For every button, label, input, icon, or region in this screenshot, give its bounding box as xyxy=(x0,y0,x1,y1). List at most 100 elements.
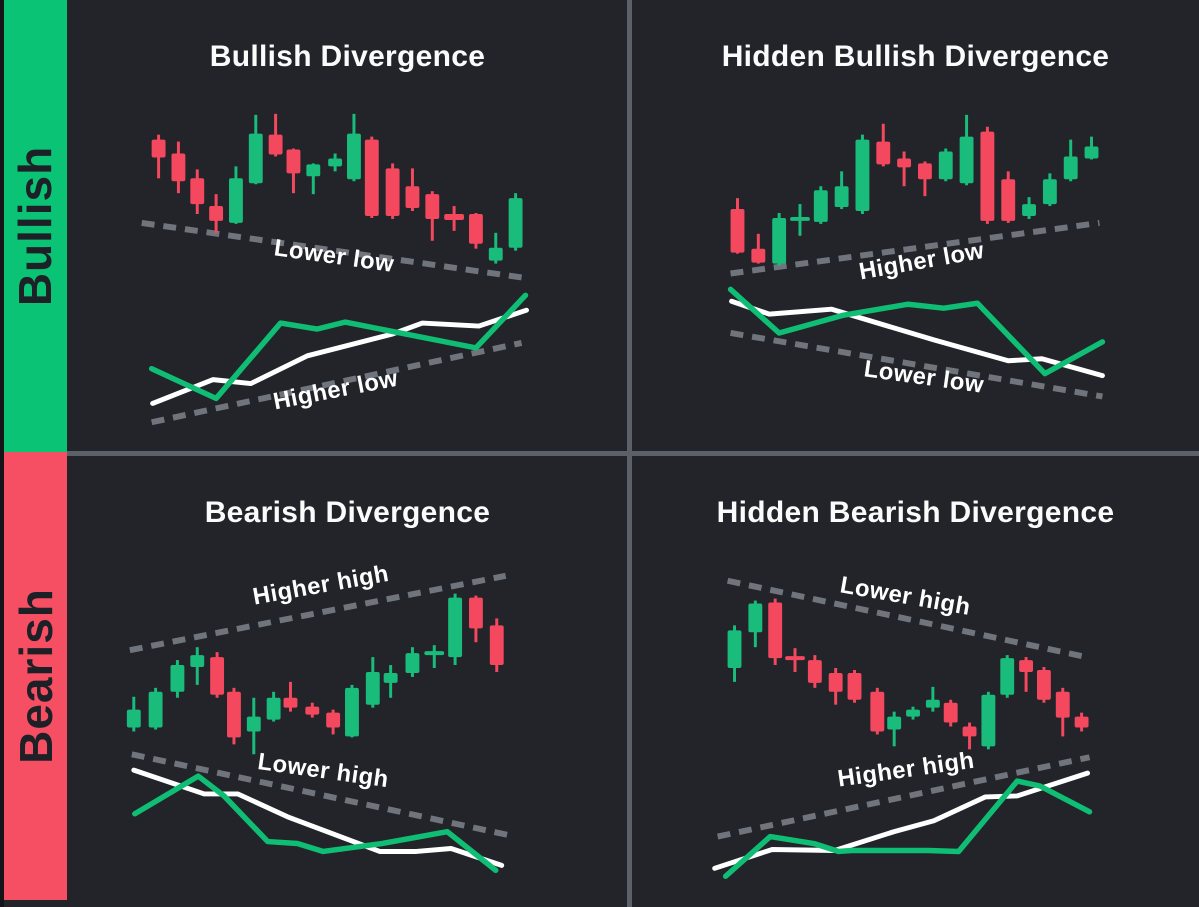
candle-body xyxy=(917,163,932,180)
candlestick xyxy=(189,647,204,685)
candle-body xyxy=(283,697,297,708)
candlestick xyxy=(938,148,953,182)
candlestick xyxy=(266,691,281,722)
candlestick xyxy=(405,168,419,212)
indicator-trendline xyxy=(729,330,1103,400)
candlestick xyxy=(834,171,849,210)
candlestick xyxy=(344,684,359,738)
candle-body xyxy=(248,133,263,184)
candle-body xyxy=(383,672,398,683)
candlestick xyxy=(925,686,940,712)
candle-body xyxy=(1021,204,1036,216)
candle-body xyxy=(488,247,503,261)
candle-body xyxy=(979,131,994,221)
candlestick xyxy=(383,665,398,698)
candle-body xyxy=(828,672,843,692)
candle-body xyxy=(169,665,184,692)
candle-body xyxy=(443,213,464,220)
panel-bearish-divergence: Bearish Divergence Higher high Lower high xyxy=(68,456,627,907)
candle-body xyxy=(1074,716,1089,728)
candlestick xyxy=(1074,712,1089,732)
indicator-trendline-label: Higher low xyxy=(270,365,399,416)
candle-body xyxy=(959,136,974,184)
candle-body xyxy=(1084,146,1098,159)
candlestick xyxy=(767,598,782,666)
candle-body xyxy=(189,655,204,668)
candle-body xyxy=(325,712,340,728)
candlestick xyxy=(151,134,166,179)
candle-body xyxy=(489,625,504,666)
candle-body xyxy=(170,153,185,182)
candlestick xyxy=(869,687,884,735)
sidebar-bearish-label: Bearish xyxy=(9,588,62,764)
candle-body xyxy=(784,656,805,661)
candlesticks xyxy=(151,113,523,264)
candle-body xyxy=(938,151,953,180)
indicator-line-white xyxy=(130,767,504,868)
candlestick xyxy=(228,166,243,224)
candlestick xyxy=(727,625,741,682)
candlestick xyxy=(1084,136,1098,160)
candle-body xyxy=(209,657,224,695)
candlestick xyxy=(170,141,185,194)
candlestick xyxy=(488,232,503,264)
candle-body xyxy=(896,158,911,168)
candlestick xyxy=(1021,197,1036,219)
candle-body xyxy=(1063,156,1078,180)
candle-body xyxy=(508,198,523,248)
candle-body xyxy=(869,691,884,732)
candle-body xyxy=(771,217,786,264)
price-trendline xyxy=(729,219,1100,277)
candlestick xyxy=(443,206,464,231)
candlestick xyxy=(747,600,762,648)
candlestick xyxy=(943,699,958,727)
candlestick xyxy=(385,163,400,219)
candlestick xyxy=(917,161,932,197)
candle-body xyxy=(813,190,828,222)
candle-body xyxy=(344,687,359,737)
candle-body xyxy=(268,134,283,155)
indicator-trendline xyxy=(716,754,1090,840)
candle-body xyxy=(875,141,890,165)
candle-body xyxy=(327,158,342,167)
candle-body xyxy=(424,194,439,219)
candlesticks xyxy=(126,593,504,755)
candle-body xyxy=(1000,179,1015,221)
candlestick xyxy=(468,213,483,249)
candlestick xyxy=(847,669,861,703)
candle-body xyxy=(246,716,261,732)
candle-body xyxy=(208,206,223,221)
candle-body xyxy=(855,139,869,212)
price-trendline xyxy=(726,577,1087,661)
horizontal-divider xyxy=(67,451,1199,456)
candle-body xyxy=(365,671,380,705)
candle-body xyxy=(847,672,861,700)
candlestick xyxy=(268,113,283,157)
candle-body xyxy=(730,209,744,253)
candle-body xyxy=(750,248,765,263)
panel-title: Bearish Divergence xyxy=(204,496,491,529)
candlestick xyxy=(189,169,204,214)
candlestick xyxy=(365,657,380,708)
bullish-divergence-chart: Lower low Higher low xyxy=(140,113,529,426)
candlestick xyxy=(813,186,828,224)
candle-body xyxy=(151,139,166,158)
candle-body xyxy=(807,660,822,683)
candlestick xyxy=(789,204,810,236)
candlestick xyxy=(283,681,297,712)
candle-body xyxy=(423,651,444,656)
candle-body xyxy=(405,653,419,673)
candle-body xyxy=(304,706,319,715)
candlestick xyxy=(886,711,901,747)
panel-title: Bullish Divergence xyxy=(209,40,486,73)
candlestick xyxy=(980,691,995,750)
panel-bullish-divergence: Bullish Divergence Lower low Higher low xyxy=(68,0,627,451)
candlestick xyxy=(208,194,223,233)
candle-body xyxy=(727,630,741,669)
price-trendline-label: Lower low xyxy=(272,234,395,278)
sidebar-bearish-band: Bearish xyxy=(4,452,67,900)
candlestick xyxy=(905,706,920,720)
candlestick xyxy=(1042,173,1057,207)
indicator-line-green xyxy=(727,286,1105,377)
